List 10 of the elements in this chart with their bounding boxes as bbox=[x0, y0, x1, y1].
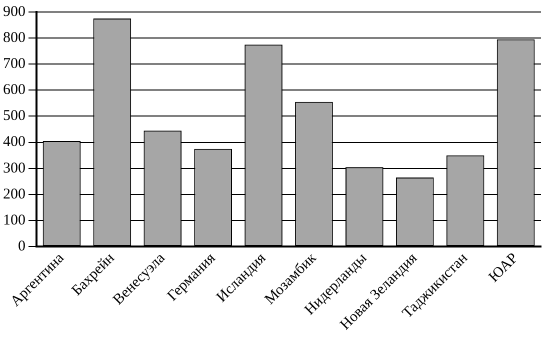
y-tick-label: 800 bbox=[3, 30, 26, 46]
y-tick-label: 400 bbox=[3, 134, 26, 150]
y-tick-label: 500 bbox=[3, 108, 26, 124]
y-tick-label: 600 bbox=[3, 82, 26, 98]
y-tick-label: 900 bbox=[3, 4, 26, 20]
y-tick-label: 0 bbox=[18, 238, 26, 254]
y-tick-label: 100 bbox=[3, 212, 26, 228]
y-tick-label: 700 bbox=[3, 56, 26, 72]
y-tick-label: 300 bbox=[3, 160, 26, 176]
y-tick-label: 200 bbox=[3, 186, 26, 202]
